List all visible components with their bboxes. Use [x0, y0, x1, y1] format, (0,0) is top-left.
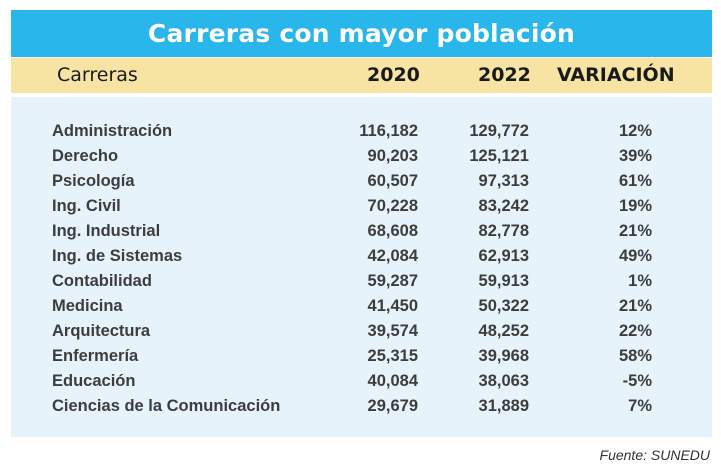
cell-career-name: Contabilidad — [52, 272, 152, 290]
cell-value-2020: 70,228 — [367, 197, 418, 215]
cell-value-2022: 48,252 — [478, 322, 529, 340]
header-variacion: VARIACIÓN — [557, 64, 675, 86]
cell-career-name: Psicología — [52, 172, 135, 190]
cell-value-2020: 59,287 — [367, 272, 418, 290]
cell-career-name: Arquitectura — [52, 322, 151, 340]
cell-value-2022: 31,889 — [478, 397, 529, 415]
cell-career-name: Derecho — [52, 147, 119, 165]
cell-value-2022: 62,913 — [478, 247, 529, 265]
header-carreras: Carreras — [57, 64, 138, 86]
table-row: Arquitectura 39,574 48,252 22% — [11, 319, 712, 344]
source-note: Fuente: SUNEDU — [599, 447, 710, 463]
table-row: Derecho 90,203 125,121 39% — [11, 144, 712, 169]
cell-value-2020: 116,182 — [359, 122, 418, 140]
cell-value-2022: 82,778 — [478, 222, 529, 240]
cell-value-2022: 50,322 — [478, 297, 529, 315]
cell-value-2022: 125,121 — [469, 147, 529, 165]
table-row: Psicología 60,507 97,313 61% — [11, 169, 712, 194]
table-row: Administración 116,182 129,772 12% — [11, 119, 712, 144]
cell-career-name: Ing. Industrial — [52, 222, 161, 240]
cell-value-2020: 41,450 — [367, 297, 418, 315]
cell-career-name: Enfermería — [52, 347, 139, 365]
cell-variation: 21% — [618, 222, 652, 240]
table-row: Ing. Civil 70,228 83,242 19% — [11, 194, 712, 219]
cell-career-name: Educación — [52, 372, 136, 390]
cell-value-2020: 90,203 — [367, 147, 418, 165]
table-title: Carreras con mayor población — [11, 10, 712, 57]
cell-value-2022: 38,063 — [478, 372, 529, 390]
cell-variation: -5% — [622, 372, 652, 390]
table-row: Medicina 41,450 50,322 21% — [11, 294, 712, 319]
cell-career-name: Ciencias de la Comunicación — [52, 397, 281, 415]
header-2022: 2022 — [478, 64, 531, 86]
cell-variation: 12% — [618, 122, 652, 140]
cell-variation: 58% — [618, 347, 652, 365]
cell-value-2020: 40,084 — [367, 372, 418, 390]
cell-value-2022: 97,313 — [478, 172, 529, 190]
cell-variation: 21% — [618, 297, 652, 315]
cell-value-2022: 83,242 — [478, 197, 529, 215]
cell-value-2020: 60,507 — [367, 172, 418, 190]
cell-variation: 7% — [628, 397, 652, 415]
cell-value-2020: 42,084 — [367, 247, 418, 265]
cell-variation: 49% — [618, 247, 652, 265]
table-body: Administración 116,182 129,772 12% Derecho 90… — [11, 97, 712, 437]
cell-value-2020: 29,679 — [367, 397, 418, 415]
cell-variation: 19% — [618, 197, 652, 215]
cell-value-2020: 39,574 — [367, 322, 418, 340]
header-2020: 2020 — [367, 64, 420, 86]
cell-career-name: Administración — [52, 122, 173, 140]
cell-value-2022: 129,772 — [469, 122, 529, 140]
cell-variation: 61% — [618, 172, 652, 190]
cell-value-2022: 39,968 — [478, 347, 529, 365]
cell-career-name: Ing. de Sistemas — [52, 247, 183, 265]
cell-value-2020: 25,315 — [367, 347, 418, 365]
cell-variation: 39% — [618, 147, 652, 165]
table-row: Enfermería 25,315 39,968 58% — [11, 344, 712, 369]
table-row: Ing. de Sistemas 42,084 62,913 49% — [11, 244, 712, 269]
cell-variation: 22% — [618, 322, 652, 340]
table-row: Educación 40,084 38,063 -5% — [11, 369, 712, 394]
table-row: Ciencias de la Comunicación 29,679 31,889 7… — [11, 394, 712, 419]
table-row: Ing. Industrial 68,608 82,778 21% — [11, 219, 712, 244]
table-row: Contabilidad 59,287 59,913 1% — [11, 269, 712, 294]
cell-career-name: Ing. Civil — [52, 197, 121, 215]
cell-career-name: Medicina — [52, 297, 123, 315]
cell-value-2020: 68,608 — [367, 222, 418, 240]
cell-value-2022: 59,913 — [478, 272, 529, 290]
cell-variation: 1% — [628, 272, 652, 290]
table-header: Carreras 2020 2022 VARIACIÓN — [11, 58, 712, 93]
